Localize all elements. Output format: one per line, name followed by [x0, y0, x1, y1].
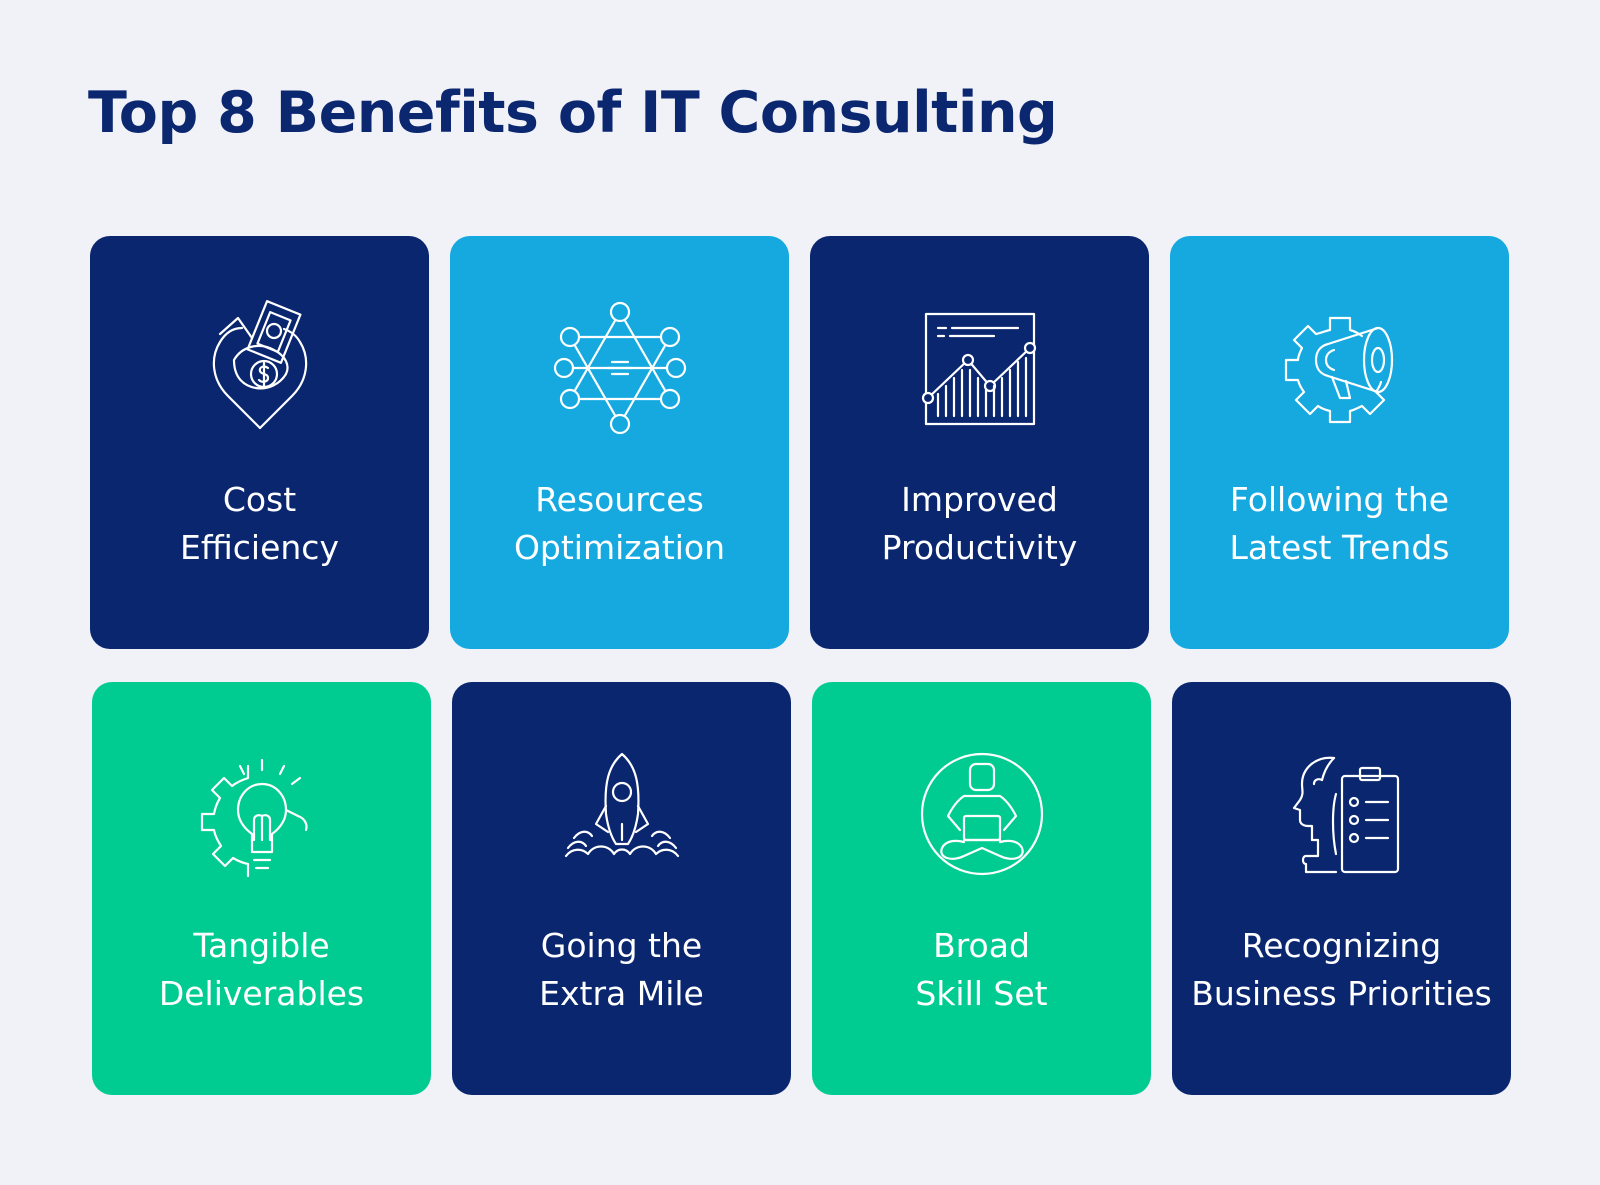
person-laptop-icon	[912, 744, 1052, 884]
card-title-line-2: Latest Trends	[1229, 528, 1450, 567]
card-title-line-1: Cost	[222, 480, 297, 519]
money-shield-icon	[190, 298, 330, 438]
rocket-launch-icon	[552, 744, 692, 884]
card-resources-optimization: Resources Optimization	[450, 236, 789, 649]
card-recognizing-business-priorities: Recognizing Business Priorities	[1172, 682, 1511, 1095]
gear-megaphone-icon	[1270, 298, 1410, 438]
card-title-line-1: Improved	[901, 480, 1058, 519]
head-checklist-icon	[1272, 744, 1412, 884]
card-title-line-2: Efficiency	[180, 528, 339, 567]
card-title-line-2: Productivity	[881, 528, 1078, 567]
gear-lightbulb-icon	[192, 744, 332, 884]
card-tangible-deliverables: Tangible Deliverables	[92, 682, 431, 1095]
card-title-line-1: Following the	[1229, 480, 1450, 519]
card-title-line-2: Extra Mile	[539, 974, 704, 1013]
card-improved-productivity: Improved Productivity	[810, 236, 1149, 649]
card-broad-skill-set: Broad Skill Set	[812, 682, 1151, 1095]
card-title-line-2: Business Priorities	[1191, 974, 1492, 1013]
card-title-line-1: Tangible	[193, 926, 330, 965]
card-going-extra-mile: Going the Extra Mile	[452, 682, 791, 1095]
page-title: Top 8 Benefits of IT Consulting	[88, 80, 1058, 146]
card-title-line-1: Broad	[933, 926, 1030, 965]
card-following-latest-trends: Following the Latest Trends	[1170, 236, 1509, 649]
card-title-line-2: Skill Set	[915, 974, 1048, 1013]
card-title-line-2: Optimization	[513, 528, 726, 567]
card-title-line-1: Going the	[540, 926, 703, 965]
card-cost-efficiency: Cost Efficiency	[90, 236, 429, 649]
network-star-icon	[550, 298, 690, 438]
growth-chart-icon	[910, 298, 1050, 438]
card-title-line-1: Recognizing	[1241, 926, 1442, 965]
card-title-line-2: Deliverables	[158, 974, 365, 1013]
card-title-line-1: Resources	[535, 480, 704, 519]
